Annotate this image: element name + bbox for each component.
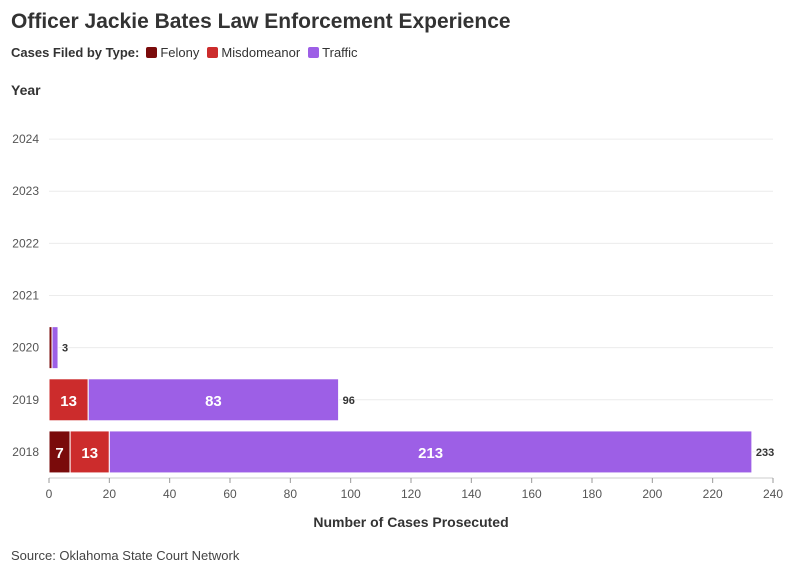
x-tick-label: 80 [284, 487, 298, 501]
x-tick-label: 240 [763, 487, 783, 501]
data-label: 7 [55, 445, 63, 462]
legend-item-felony[interactable]: Felony [146, 45, 199, 60]
x-axis-title: Number of Cases Prosecuted [313, 514, 508, 530]
legend-label-traffic: Traffic [322, 45, 358, 60]
y-tick-label: 2019 [12, 393, 39, 407]
x-tick-label: 20 [103, 487, 117, 501]
legend-label-felony: Felony [160, 45, 200, 60]
x-tick-label: 0 [46, 487, 53, 501]
total-label: 96 [343, 395, 355, 407]
data-label: 13 [60, 393, 77, 410]
x-tick-label: 200 [642, 487, 662, 501]
x-tick-label: 60 [223, 487, 237, 501]
x-tick-label: 40 [163, 487, 177, 501]
data-label: 13 [81, 445, 98, 462]
bar-misdomeanor-2018[interactable] [69, 430, 110, 474]
source-note: Source: Oklahoma State Court Network [11, 548, 240, 563]
y-tick-label: 2022 [12, 236, 39, 250]
x-tick-label: 100 [341, 487, 361, 501]
legend-swatch-felony [146, 47, 158, 58]
legend-label-misdomeanor: Misdomeanor [221, 45, 301, 60]
legend-swatch-traffic [308, 47, 320, 58]
x-tick-label: 220 [703, 487, 723, 501]
y-tick-label: 2020 [12, 341, 39, 355]
legend: Cases Filed by Type: Felony Misdomeanor … [11, 45, 366, 60]
legend-swatch-misdomeanor [207, 47, 219, 58]
y-tick-label: 2023 [12, 184, 39, 198]
data-label: 83 [205, 393, 222, 410]
y-tick-label: 2024 [12, 132, 39, 146]
data-label: 213 [418, 445, 443, 462]
bar-traffic-2018[interactable] [108, 430, 753, 474]
total-label: 233 [756, 447, 774, 459]
x-tick-label: 120 [401, 487, 421, 501]
x-tick-label: 140 [461, 487, 481, 501]
y-tick-label: 2018 [12, 445, 39, 459]
x-tick-label: 180 [582, 487, 602, 501]
legend-title: Cases Filed by Type: [11, 45, 140, 60]
total-label: 3 [62, 343, 68, 355]
chart-title: Officer Jackie Bates Law Enforcement Exp… [11, 10, 511, 33]
bar-misdomeanor-2019[interactable] [48, 378, 89, 422]
bar-traffic-2020[interactable] [51, 326, 59, 370]
x-tick-label: 160 [522, 487, 542, 501]
y-tick-label: 2021 [12, 289, 39, 303]
y-axis-title: Year [11, 82, 41, 98]
legend-item-traffic[interactable]: Traffic [308, 45, 358, 60]
bar-traffic-2019[interactable] [87, 378, 340, 422]
legend-item-misdomeanor[interactable]: Misdomeanor [207, 45, 300, 60]
